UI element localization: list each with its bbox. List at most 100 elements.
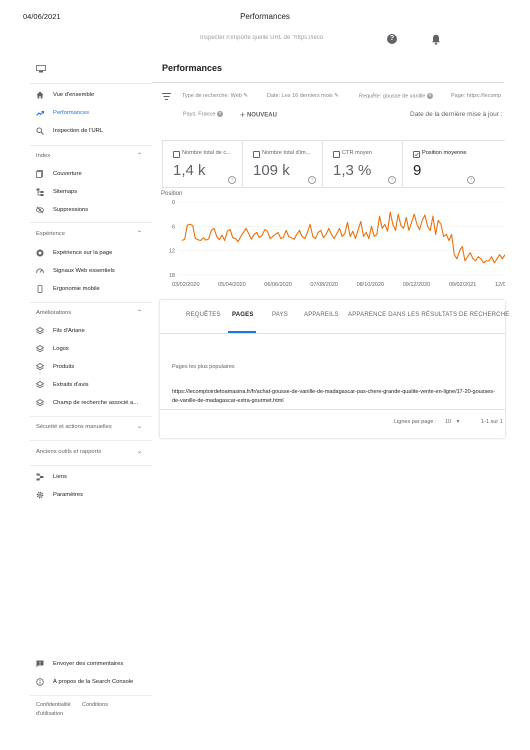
links-icon — [36, 473, 44, 481]
edit-pencil-icon: ✎ — [334, 93, 339, 99]
sidebar-item-label: Performances — [53, 110, 90, 116]
sidebar-item-label: Expérience sur la page — [53, 250, 113, 256]
sidebar-item-label: Fils d'Ariane — [53, 328, 85, 334]
sidebar-divider — [30, 465, 152, 466]
sidebar-divider — [30, 83, 152, 84]
column-header-top-pages[interactable]: Pages les plus populaires — [172, 364, 235, 370]
card-border — [162, 140, 242, 188]
x-tick-label: 05/04/2020 — [218, 282, 246, 288]
chevron-down-icon[interactable]: ⌄ — [137, 449, 143, 455]
layers-icon — [36, 381, 44, 389]
section-header-index[interactable]: Index — [36, 153, 51, 159]
metric-checkbox[interactable] — [253, 151, 260, 158]
mobile-icon — [37, 285, 43, 293]
filter-bar: Type de recherche: Web ✎ Date: Les 16 de… — [160, 92, 505, 104]
filter-chip-search-type[interactable]: Type de recherche: Web ✎ — [182, 93, 248, 99]
metric-card-ctr[interactable]: CTR moyen 1,3 % ? — [322, 140, 402, 188]
metric-card-impressions[interactable]: Nombre total d'im... 109 k ? — [242, 140, 322, 188]
chart-svg: Position 0 6 12 18 03/02/2020 05/04/2020 06/06/… — [161, 191, 516, 288]
x-tick-label: 08/10/2020 — [357, 282, 385, 288]
search-console-logo-icon[interactable] — [36, 65, 46, 73]
pagination-range: 1-1 sur 1 — [481, 419, 503, 425]
feedback-icon — [36, 660, 44, 668]
metric-value: 1,4 k — [173, 162, 206, 179]
section-header-enhancements[interactable]: Améliorations — [36, 310, 72, 316]
metric-checkbox[interactable] — [333, 151, 340, 158]
x-tick-label: 09/02/2021 — [449, 282, 477, 288]
rows-per-page-label: Lignes par page : — [394, 419, 437, 425]
x-tick-label: 07/08/2020 — [310, 282, 338, 288]
tab-devices[interactable]: APPAREILS — [304, 312, 339, 318]
speed-icon — [36, 268, 44, 274]
section-header-security[interactable]: Sécurité et actions manuelles — [36, 424, 112, 430]
layers-icon — [36, 345, 44, 353]
url-inspect-search-input[interactable]: Inspecter n'importe quelle URL de "https… — [200, 35, 324, 41]
metric-value: 9 — [413, 162, 422, 179]
help-icon[interactable]: ? — [388, 176, 396, 184]
metric-checkbox-checked[interactable] — [413, 151, 420, 158]
section-header-experience[interactable]: Expérience — [36, 231, 66, 237]
tab-countries[interactable]: PAYS — [272, 312, 288, 318]
last-update-label: Date de la dernière mise à jour : — [410, 111, 503, 118]
filter-chip-query[interactable]: Requête: gousse de vanille × — [359, 93, 433, 99]
sidebar-item-label: Inspection de l'URL — [53, 128, 104, 134]
remove-filter-icon[interactable]: × — [216, 111, 223, 117]
filter-chip-date[interactable]: Date: Les 16 derniers mois ✎ — [267, 93, 339, 99]
active-tab-indicator — [228, 331, 256, 333]
sidebar-item-label: Paramètres — [53, 492, 83, 498]
sidebar-item-label: Ergonomie mobile — [53, 286, 100, 292]
sidebar-item-label: À propos de la Search Console — [53, 679, 134, 685]
filter-icon[interactable] — [162, 93, 171, 100]
help-icon[interactable]: ? — [308, 176, 316, 184]
privacy-link[interactable]: Confidentialité — [36, 702, 71, 708]
terms-link-continued[interactable]: d'utilisation — [36, 711, 64, 717]
sidebar-divider — [30, 145, 152, 146]
filter-chip-label: Date: Les 16 derniers mois — [267, 93, 333, 99]
help-icon[interactable]: ? — [228, 176, 236, 184]
x-tick-label: 06/06/2020 — [264, 282, 292, 288]
coverage-icon — [36, 170, 43, 178]
help-icon[interactable]: ? — [387, 34, 397, 44]
filter-chip-page[interactable]: Page: https://lecomp — [451, 93, 501, 99]
sidebar-item-label: Liens — [53, 474, 67, 480]
filter-chip-label: Requête: gousse de vanille — [359, 93, 426, 100]
help-icon[interactable]: ? — [467, 176, 475, 184]
card-border — [242, 140, 322, 188]
filter-chip-label: Type de recherche: Web — [182, 93, 242, 99]
terms-link[interactable]: Conditions — [82, 702, 108, 708]
info-icon — [36, 678, 44, 686]
sidebar-divider — [30, 416, 152, 417]
metric-checkbox[interactable] — [173, 151, 180, 158]
metric-card-position[interactable]: Position moyenne 9 ? — [402, 140, 505, 188]
sidebar-item-label: Produits — [53, 364, 75, 370]
plus-icon: + — [240, 110, 246, 120]
tab-pages[interactable]: PAGES — [232, 312, 254, 318]
x-tick-label: 12/04/20 — [495, 282, 505, 288]
metric-card-clicks[interactable]: Nombre total de c... 1,4 k ? — [162, 140, 242, 188]
x-tick-label: 09/12/2020 — [403, 282, 431, 288]
filter-chip-country[interactable]: Pays: France × — [183, 111, 223, 117]
card-border — [402, 140, 505, 188]
sidebar-item-label: Champ de recherche associé a... — [53, 400, 139, 406]
notifications-bell-icon[interactable] — [431, 34, 441, 45]
table-row[interactable]: https://lecomptoirdetoamasina.fr/fr/acha… — [172, 389, 495, 404]
tab-queries[interactable]: REQUÊTES — [186, 312, 221, 318]
chevron-up-icon[interactable]: ⌃ — [137, 153, 143, 159]
new-filter-button[interactable]: + NOUVEAU — [240, 110, 277, 120]
chevron-down-icon[interactable]: ⌄ — [137, 424, 143, 430]
metric-label: Nombre total de c... — [182, 150, 231, 156]
sidebar-divider — [30, 302, 152, 303]
sidebar-item-label: Couverture — [53, 171, 82, 177]
tab-search-appearance[interactable]: APPARENCE DANS LES RÉSULTATS DE RECHERCH… — [348, 312, 510, 318]
metric-value: 109 k — [253, 162, 290, 179]
card-border — [322, 140, 402, 188]
sidebar-item-label: Logos — [53, 346, 69, 352]
remove-filter-icon[interactable]: × — [426, 93, 433, 99]
sidebar-item-label: Extraits d'avis — [53, 382, 89, 388]
rows-per-page-select[interactable]: 10 ▾ — [445, 419, 459, 425]
chevron-up-icon[interactable]: ⌃ — [137, 231, 143, 237]
metric-value: 1,3 % — [333, 162, 372, 179]
section-header-legacy-tools[interactable]: Anciens outils et rapports — [36, 449, 102, 455]
chevron-up-icon[interactable]: ⌃ — [137, 310, 143, 316]
y-tick-label: 18 — [169, 273, 175, 279]
